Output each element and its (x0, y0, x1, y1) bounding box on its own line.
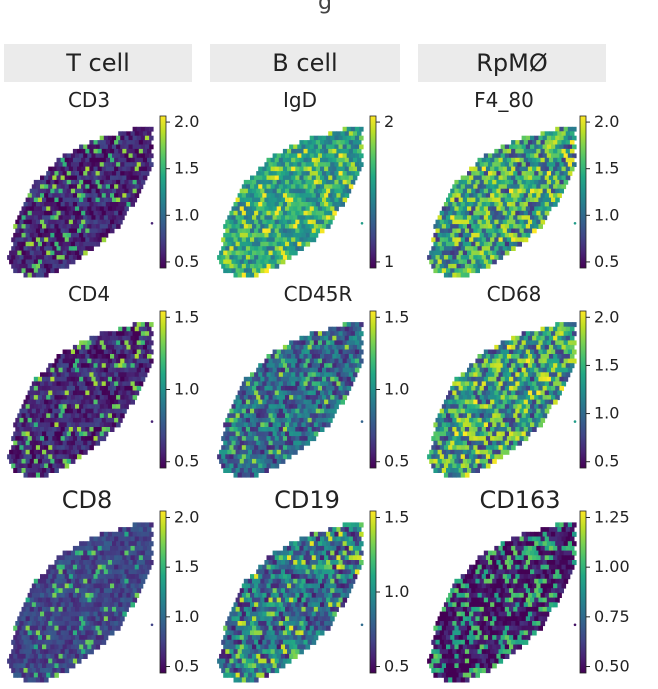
colorbar-tick-label: 1.0 (594, 205, 619, 224)
colorbar: 1.5 1.0 0.5 (159, 307, 199, 471)
tissue-map-f4-80: 2.0 1.5 1.0 0.5 (420, 110, 658, 280)
colorbar-tick-label: 1.0 (384, 380, 409, 399)
panel-title-cd4: CD4 (67, 282, 111, 306)
colorbar: 1.5 1.0 0.5 (369, 507, 409, 676)
stray-spot (573, 623, 577, 627)
tissue-map-cd45r: 1.5 1.0 0.5 (210, 305, 430, 480)
colorbar: 2.0 1.5 1.0 0.5 (579, 112, 619, 271)
stray-spot (150, 623, 154, 627)
colorbar-tick-label: 1.5 (384, 507, 409, 526)
tissue-map-cd4: 1.5 1.0 0.5 (0, 305, 220, 480)
colorbar: 2.0 1.5 1.0 0.5 (159, 507, 199, 676)
panel-title-igd: IgD (283, 88, 317, 112)
colorbar-tick-label: 1.0 (594, 404, 619, 423)
panel-title-cd19: CD19 (274, 486, 340, 514)
colorbar-tick-label: 1.00 (594, 557, 630, 576)
colorbar: 1.25 1.00 0.75 0.50 (579, 507, 630, 676)
panel-title-f4-80: F4_80 (474, 88, 534, 112)
colorbar-tick-label: 2.0 (174, 112, 199, 131)
colorbar-tick-label: 2.0 (594, 307, 619, 326)
tissue-map-cd68: 2.0 1.5 1.0 0.5 (420, 305, 658, 480)
colorbar-tick-label: 0.50 (594, 657, 630, 676)
colorbar-tick-label: 2 (384, 112, 394, 131)
colorbar-tick-label: 1.0 (174, 380, 199, 399)
panel-title-cd45r: CD45R (283, 282, 353, 306)
panel-title-cd8: CD8 (61, 486, 113, 514)
colorbar-tick-label: 2.0 (594, 112, 619, 131)
tissue-spots (427, 322, 577, 478)
colorbar-tick-label: 1.5 (594, 159, 619, 178)
column-header-t-cell: T cell (4, 44, 192, 82)
stray-spot (573, 222, 577, 225)
colorbar-tick-label: 0.5 (174, 252, 199, 271)
colorbar-tick-label: 1.0 (174, 205, 199, 224)
panel-title-cd163: CD163 (479, 486, 561, 514)
colorbar-tick-label: 1.5 (174, 159, 199, 178)
colorbar-tick-label: 0.5 (594, 252, 619, 271)
colorbar-tick-label: 1.5 (384, 307, 409, 326)
column-header-rpm: RpMØ (418, 44, 606, 82)
colorbar-tick-label: 0.5 (594, 452, 619, 471)
tissue-map-cd19: 1.5 1.0 0.5 (210, 505, 430, 685)
colorbar: 2.0 1.5 1.0 0.5 (579, 307, 619, 471)
colorbar-tick-label: 1.25 (594, 507, 630, 526)
tissue-spots (217, 126, 364, 278)
tissue-map-cd8: 2.0 1.5 1.0 0.5 (0, 505, 220, 685)
stray-spot (360, 222, 364, 225)
colorbar-tick-label: 0.5 (174, 657, 199, 676)
colorbar-tick-label: 2.0 (174, 507, 199, 526)
stray-spot (150, 420, 154, 423)
panel-title-cd68: CD68 (486, 282, 542, 306)
tissue-spots (7, 522, 154, 683)
colorbar-tick-label: 1.0 (174, 607, 199, 626)
colorbar-tick-label: 1.5 (174, 307, 199, 326)
tissue-spots (7, 322, 154, 478)
column-header-b-cell: B cell (210, 44, 400, 82)
colorbar-tick-label: 0.5 (384, 657, 409, 676)
colorbar-tick-label: 0.5 (174, 452, 199, 471)
tissue-spots (427, 522, 577, 683)
colorbar: 2.0 1.5 1.0 0.5 (159, 112, 199, 271)
tissue-map-cd163: 1.25 1.00 0.75 0.50 (420, 505, 658, 685)
colorbar-tick-label: 0.75 (594, 607, 630, 626)
colorbar-tick-label: 0.5 (384, 452, 409, 471)
colorbar: 1.5 1.0 0.5 (369, 307, 409, 471)
colorbar-tick-label: 1 (384, 252, 394, 271)
tissue-spots (427, 126, 577, 278)
colorbar-tick-label: 1.5 (174, 557, 199, 576)
colorbar: 21 (369, 112, 394, 271)
top-text-fragment: g (318, 0, 332, 15)
panel-title-cd3: CD3 (67, 88, 111, 112)
stray-spot (150, 222, 154, 225)
stray-spot (360, 420, 364, 423)
colorbar-tick-label: 1.0 (384, 582, 409, 601)
colorbar-tick-label: 1.5 (594, 355, 619, 374)
stray-spot (360, 623, 364, 627)
tissue-spots (217, 522, 364, 683)
tissue-spots (7, 126, 154, 278)
tissue-spots (217, 322, 364, 478)
tissue-map-cd3: 2.0 1.5 1.0 0.5 (0, 110, 220, 280)
stray-spot (573, 420, 577, 423)
